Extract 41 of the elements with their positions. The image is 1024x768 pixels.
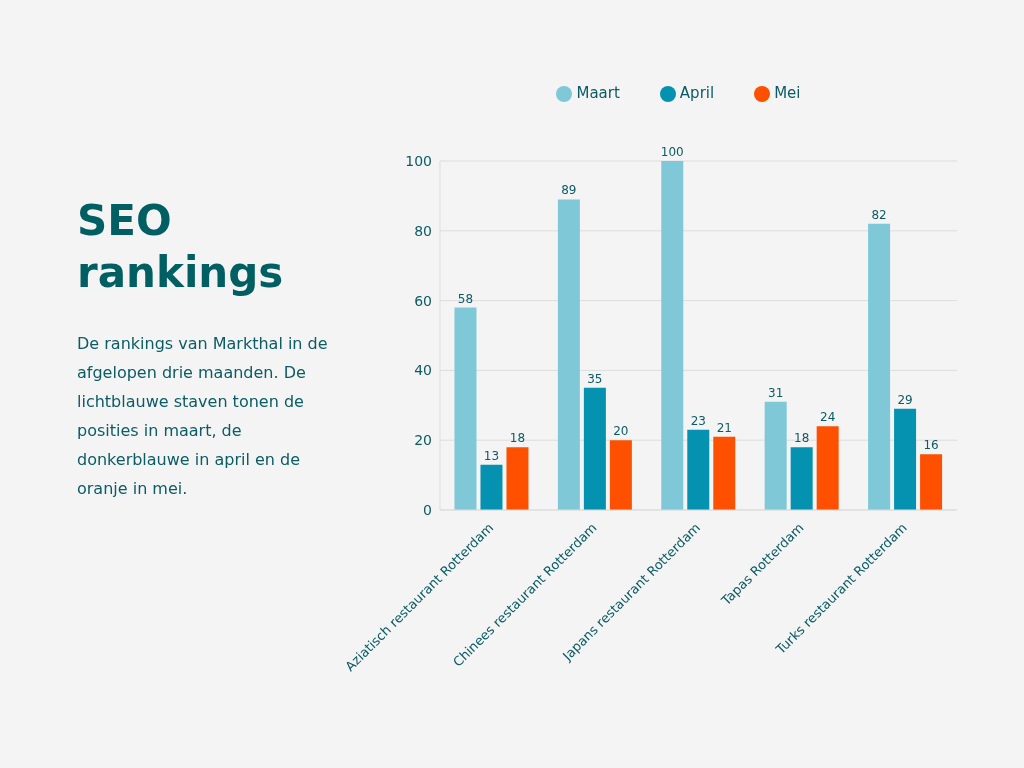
- data-label: 89: [561, 183, 577, 198]
- data-label: 35: [587, 371, 603, 386]
- data-label: 31: [768, 385, 784, 400]
- legend-label: April: [679, 84, 715, 102]
- data-label: 24: [820, 410, 836, 425]
- data-label: 23: [690, 413, 706, 428]
- bar: [583, 387, 606, 510]
- text: De rankings van Markthal in de afgelopen drie maanden. De lichtblauwe staven tonen de posities in maart, de donkerblauwe in april en de oranje in mei.: [77, 333, 329, 500]
- y-tick-label: 80: [414, 222, 432, 239]
- data-label: 18: [794, 431, 810, 446]
- bar: [790, 447, 813, 510]
- bar: [506, 447, 529, 510]
- data-label: 20: [613, 424, 629, 439]
- bar: [480, 464, 503, 510]
- data-label: 16: [923, 438, 939, 453]
- data-label: 100: [660, 145, 684, 159]
- data-label: 18: [509, 431, 526, 446]
- bar: [816, 426, 839, 510]
- bar: [764, 401, 787, 510]
- y-tick-label: 0: [423, 501, 432, 518]
- bar: [661, 161, 684, 510]
- data-label: 13: [483, 448, 500, 463]
- bar: [454, 307, 477, 510]
- bar: [894, 408, 917, 510]
- y-tick-label: 100: [405, 152, 432, 169]
- bar: [713, 436, 736, 510]
- legend-label: Mei: [774, 84, 801, 102]
- y-tick-label: 40: [414, 362, 432, 379]
- bar: [687, 429, 710, 510]
- data-label: 58: [457, 291, 474, 306]
- data-label: 82: [871, 207, 887, 222]
- data-label: 29: [897, 392, 913, 407]
- text: SEO rankings: [77, 195, 285, 299]
- bar: [920, 454, 943, 510]
- legend-label: Maart: [576, 84, 620, 102]
- bar: [868, 223, 891, 510]
- bar: [557, 199, 580, 510]
- bar: [609, 440, 632, 510]
- y-tick-label: 20: [414, 432, 432, 449]
- data-label: 21: [716, 420, 732, 435]
- y-tick-label: 60: [414, 292, 432, 309]
